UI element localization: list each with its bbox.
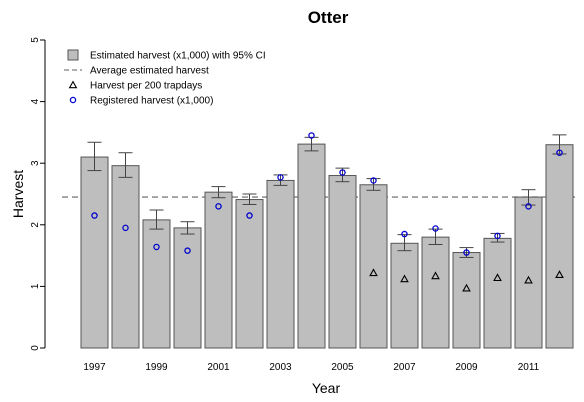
harvest-per-trapdays-point [369,268,378,277]
estimated-harvest-bar [545,144,574,349]
estimated-harvest-bar [266,179,295,349]
registered-harvest-point [432,225,439,232]
estimated-harvest-bar [173,227,202,349]
estimated-harvest-bar [514,196,543,349]
registered-harvest-point [494,232,501,240]
estimated-harvest-bar [452,252,481,349]
y-tick-label: 5 [30,37,41,43]
y-tick-label: 4 [30,98,41,104]
registered-harvest-point [370,177,377,184]
harvest-per-trapdays-point [462,283,471,292]
legend-label: Harvest per 200 trapdays [90,81,202,92]
registered-harvest-point [215,203,222,210]
estimated-harvest-bar [328,175,357,349]
x-axis-title: Year [312,380,341,396]
x-tick-label: 2007 [393,362,416,373]
registered-harvest-point [184,247,191,254]
estimated-harvest-bar [142,219,171,349]
estimated-harvest-bar [235,199,264,349]
estimated-harvest-bar [204,191,233,349]
x-tick-label: 2001 [207,362,230,373]
x-tick-label: 2003 [269,362,292,373]
y-tick-label: 0 [30,345,41,351]
registered-harvest-point [277,174,284,181]
harvest-per-trapdays-point [431,271,440,280]
estimated-harvest-bar [297,143,326,349]
registered-harvest-point [525,203,532,210]
legend-label: Registered harvest (x1,000) [90,96,213,107]
registered-harvest-point [401,230,408,238]
y-tick-label: 1 [30,283,41,289]
x-tick-label: 2009 [455,362,478,373]
x-tick-label: 2005 [331,362,354,373]
chart-title: Otter [308,8,349,27]
estimated-harvest-bar [390,242,419,349]
registered-harvest-point [91,212,98,219]
legend-box-symbol [67,49,79,61]
plot-area: 0 1 2 3 4 5 1997 1999 2001 2003 2005 2007 2009 2011 [30,37,575,373]
y-tick-label: 3 [30,160,41,166]
registered-harvest-point [308,132,315,139]
y-axis-title: Harvest [10,170,26,218]
registered-harvest-point [463,249,470,256]
estimated-harvest-bar [421,236,450,349]
registered-harvest-point [246,212,253,219]
legend-circle-symbol [69,96,77,104]
estimated-harvest-bar [359,184,388,349]
registered-harvest-point [122,224,129,232]
x-tick-label: 1999 [145,362,168,373]
legend: Estimated harvest (x1,000) with 95% CI Av… [64,49,266,107]
estimated-harvest-bar [111,165,140,349]
registered-harvest-point [339,169,346,176]
y-tick-label: 2 [30,222,41,228]
legend-label: Estimated harvest (x1,000) with 95% CI [90,51,266,62]
registered-harvest-point [153,243,160,251]
estimated-harvest-bar [80,156,109,349]
x-tick-label: 2011 [518,362,540,373]
harvest-per-trapdays-point [555,270,564,278]
harvest-per-trapdays-point [524,275,533,284]
harvest-per-trapdays-point [493,273,502,282]
harvest-per-trapdays-point [400,274,409,283]
x-tick-label: 1997 [83,362,106,373]
legend-label: Average estimated harvest [90,66,209,77]
registered-harvest-point [556,149,563,156]
estimated-harvest-bar [483,237,512,349]
legend-triangle-symbol [68,80,78,89]
